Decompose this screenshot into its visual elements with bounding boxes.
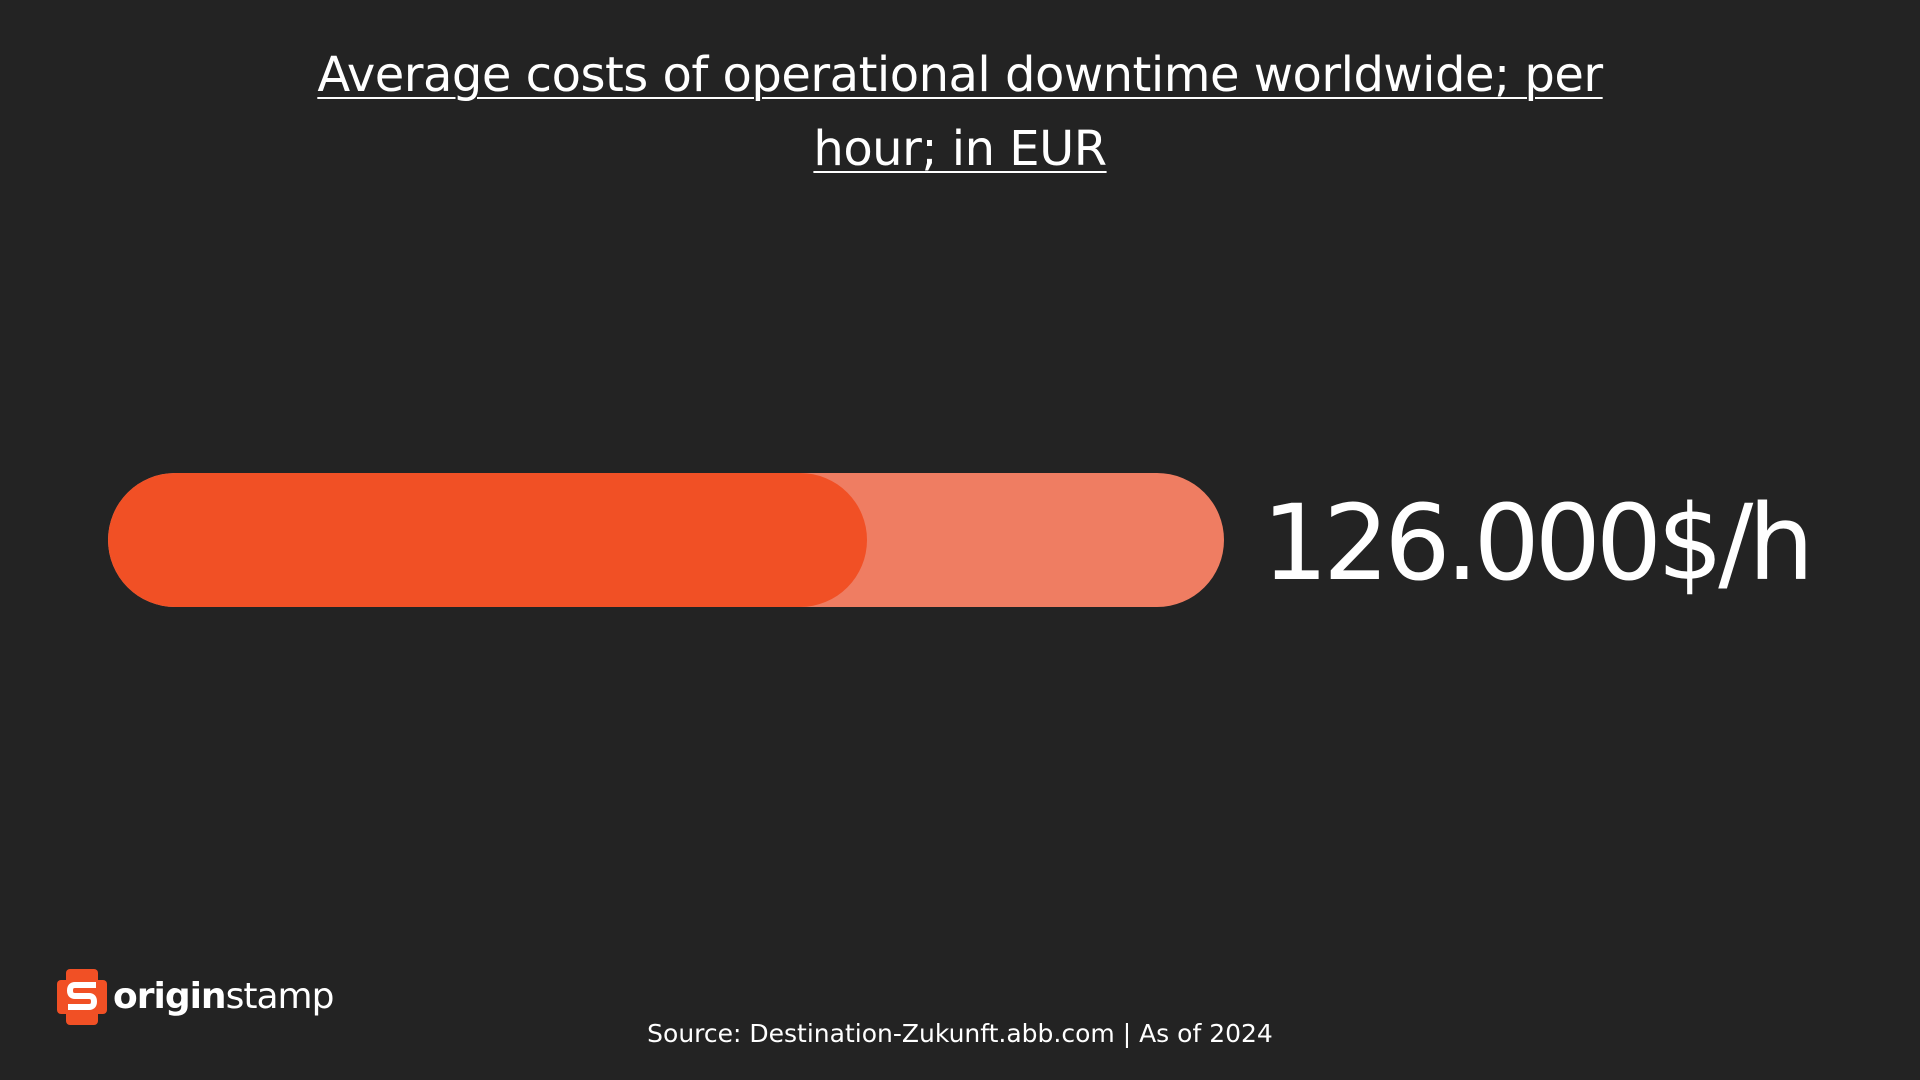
value-label: 126.000$/h bbox=[1262, 482, 1814, 604]
logo-wordmark-bold: origin bbox=[113, 976, 227, 1017]
logo-wordmark-regular: stamp bbox=[225, 976, 335, 1017]
source-note: Source: Destination-Zukunft.abb.com | As… bbox=[647, 1019, 1273, 1048]
originstamp-logo: originstamp bbox=[57, 968, 335, 1026]
chart-title: Average costs of operational downtime wo… bbox=[317, 47, 1603, 177]
progress-bar-fill bbox=[108, 473, 867, 607]
logo-wordmark: originstamp bbox=[113, 976, 335, 1017]
originstamp-s-logo-icon bbox=[57, 969, 107, 1025]
progress-bar-track bbox=[108, 473, 1224, 607]
